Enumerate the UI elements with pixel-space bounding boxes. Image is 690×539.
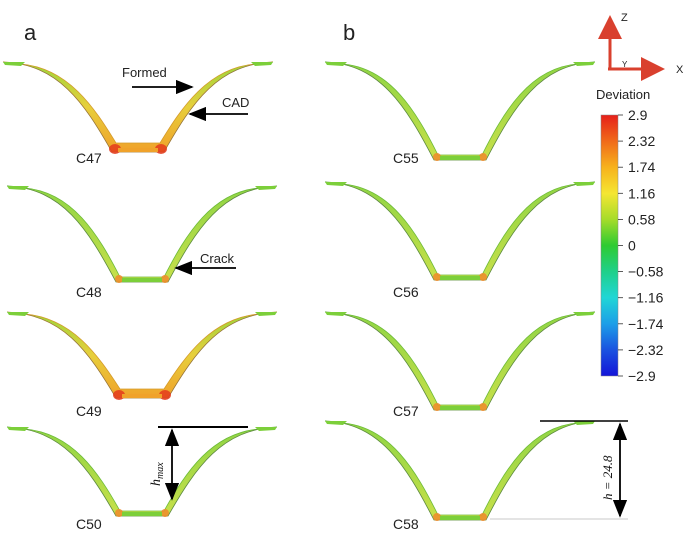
profile-shape-c55: [324, 61, 596, 161]
flange-right-c49: [255, 312, 277, 316]
z-axis-label: Z: [621, 12, 628, 24]
cad-outline-c48: [6, 185, 278, 283]
colorbar-tick-label: 1.16: [628, 185, 655, 201]
corner-right-c56: [479, 273, 487, 281]
profile-label-c49: C49: [76, 403, 102, 419]
panel-label-a: a: [24, 20, 37, 45]
flange-left-c56: [325, 182, 347, 186]
corner-right-c58: [479, 513, 487, 521]
profile-label-c47: C47: [76, 150, 102, 166]
colorbar-tick-label: −1.16: [628, 290, 664, 306]
flange-right-c57: [573, 312, 595, 316]
cad-outline-c50: [6, 426, 278, 517]
bottom-flat-c48: [122, 278, 162, 282]
profile-shape-c50: [6, 426, 278, 517]
flange-right-c56: [573, 182, 595, 186]
cad-outline-c57: [324, 311, 596, 411]
profile-shape-c58: [324, 420, 596, 521]
colorbar-tick-label: −0.58: [628, 264, 664, 280]
colorbar-tick-label: 0.58: [628, 211, 655, 227]
profile-shape-c57: [324, 311, 596, 411]
cad-outline-c56: [324, 181, 596, 281]
profile-label-c50: C50: [76, 516, 102, 532]
profile-shape-c48: [6, 185, 278, 283]
corner-left-c56: [433, 273, 441, 281]
h-value-label: h = 24.8: [600, 455, 615, 500]
cad-outline-c58: [324, 420, 596, 521]
colorbar-tick-label: 2.32: [628, 133, 655, 149]
profile-label-c58: C58: [393, 516, 419, 532]
bottom-flat-c50: [122, 512, 162, 516]
x-axis-label: X: [676, 64, 684, 76]
hmax-label: hmax: [149, 462, 166, 486]
y-axis-label: Y: [622, 60, 628, 69]
corner-left-c48: [115, 275, 123, 283]
flange-left-c47: [3, 62, 25, 66]
colorbar-title: Deviation: [596, 87, 650, 102]
colorbar-ticks: 2.9 2.32 1.74 1.16 0.58 0 −0.58 −1.16 −1.74 −2.32…: [618, 107, 664, 384]
flange-left-c50: [7, 427, 29, 431]
flange-left-c48: [7, 186, 29, 190]
profile-label-c57: C57: [393, 403, 419, 419]
flange-left-c58: [325, 421, 347, 425]
profile-label-c48: C48: [76, 284, 102, 300]
corner-right-c55: [479, 153, 487, 161]
corner-left-c55: [433, 153, 441, 161]
corner-left-c58: [433, 513, 441, 521]
cad-outline-c49: [6, 311, 278, 399]
profile-shapes: [2, 61, 596, 521]
colorbar-tick-label: 2.9: [628, 107, 648, 123]
cad-label: CAD: [222, 95, 249, 110]
bottom-flat-c57: [440, 406, 480, 410]
colorbar-tick-label: −2.9: [628, 368, 656, 384]
flange-right-c55: [573, 62, 595, 66]
corner-right-c50: [161, 509, 169, 517]
profile-shape-c56: [324, 181, 596, 281]
coordinate-axes: Z Y X: [598, 12, 684, 81]
flange-left-c49: [7, 312, 29, 316]
corner-left-c50: [115, 509, 123, 517]
profile-label-c55: C55: [393, 150, 419, 166]
flange-right-c58: [573, 421, 595, 425]
colorbar-tick-label: 0: [628, 238, 636, 254]
colorbar-tick-label: −2.32: [628, 342, 664, 358]
flange-left-c55: [325, 62, 347, 66]
flange-left-c57: [325, 312, 347, 316]
bottom-flat-c49: [122, 394, 162, 398]
corner-right-c48: [161, 275, 169, 283]
corner-right-c57: [479, 403, 487, 411]
bottom-flat-c55: [440, 156, 480, 160]
flange-right-c50: [255, 427, 277, 431]
colorbar-scale: [600, 114, 619, 377]
cad-outline-c55: [324, 61, 596, 161]
panel-label-b: b: [343, 20, 355, 45]
flange-right-c47: [251, 62, 273, 66]
bottom-flat-c47: [118, 148, 158, 152]
colorbar-tick-label: 1.74: [628, 159, 655, 175]
profile-shape-c49: [6, 311, 278, 399]
flange-right-c48: [255, 186, 277, 190]
crack-label: Crack: [200, 251, 234, 266]
colorbar-tick-label: −1.74: [628, 316, 664, 332]
bottom-flat-c58: [440, 516, 480, 520]
bottom-flat-c56: [440, 276, 480, 280]
profile-label-c56: C56: [393, 284, 419, 300]
corner-left-c57: [433, 403, 441, 411]
formed-label: Formed: [122, 65, 167, 80]
